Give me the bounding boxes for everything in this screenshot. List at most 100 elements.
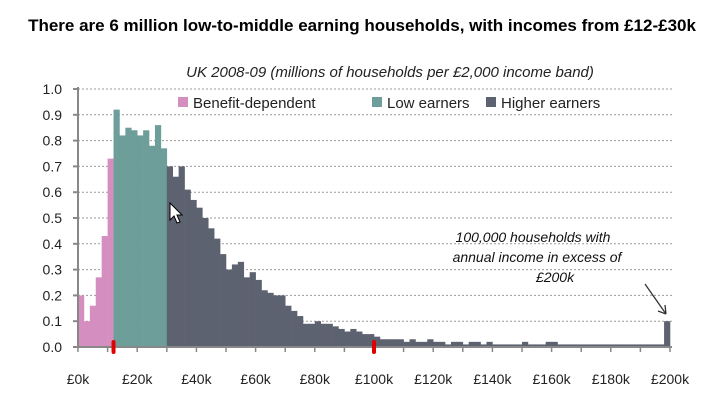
bar (385, 339, 393, 347)
y-tick-label: 0.0 (43, 339, 63, 355)
bar (492, 344, 499, 347)
x-tick-label: £60k (240, 371, 271, 387)
bar (332, 326, 339, 347)
legend-label: Higher earners (501, 95, 600, 112)
annotation-arrow (644, 283, 667, 315)
x-tick-label: £20k (122, 371, 153, 387)
y-tick-label: 0.5 (43, 210, 63, 226)
bar (539, 344, 546, 347)
bar (439, 341, 446, 347)
bar (78, 295, 85, 347)
bar (154, 125, 162, 348)
bar (527, 344, 535, 347)
legend-label: Low earners (387, 95, 470, 112)
bar (362, 334, 369, 347)
bar (628, 344, 635, 347)
y-tick-label: 0.2 (43, 287, 63, 303)
bar (610, 344, 618, 347)
annotation-text: annual income in excess of (453, 249, 624, 265)
bar (202, 218, 209, 347)
bar (249, 272, 256, 347)
bar (415, 341, 422, 347)
bar (83, 321, 91, 347)
y-tick-label: 0.6 (43, 184, 63, 200)
bar (421, 341, 428, 347)
bar (450, 341, 458, 347)
bar (178, 166, 185, 347)
mouse-cursor-icon (169, 201, 184, 224)
bar (119, 135, 126, 347)
bar (427, 339, 434, 347)
bar (462, 344, 470, 347)
bar (101, 236, 108, 347)
bar (137, 135, 144, 347)
arrowhead-icon (657, 304, 667, 315)
bar (474, 341, 481, 347)
bar (190, 199, 197, 347)
bar (95, 277, 102, 347)
page-title: There are 6 million low-to-middle earnin… (28, 16, 696, 35)
bar (646, 344, 653, 347)
bar (314, 321, 322, 347)
x-tick-label: £140k (473, 371, 512, 387)
bar (255, 279, 262, 347)
bar (391, 339, 398, 347)
bar (344, 331, 351, 347)
y-tick-label: 0.8 (43, 133, 63, 149)
bar (374, 336, 381, 347)
bar (149, 145, 156, 347)
bar (516, 344, 523, 347)
x-tick-label: £0k (67, 371, 91, 387)
bar (486, 341, 493, 347)
bar (581, 344, 588, 347)
bar (338, 328, 345, 347)
annotation-text: 100,000 households with (456, 229, 611, 245)
x-tick-label: £160k (533, 371, 572, 387)
x-tick-label: £120k (414, 371, 453, 387)
bar (237, 261, 245, 347)
bar (184, 189, 191, 347)
bar (640, 344, 647, 347)
bar (89, 305, 97, 347)
legend-swatch (486, 97, 496, 107)
bar (172, 176, 179, 347)
bar (326, 323, 333, 347)
bar (291, 310, 298, 347)
bar (445, 344, 452, 347)
bar (208, 228, 215, 347)
y-tick-label: 0.3 (43, 262, 63, 278)
bar (593, 344, 600, 347)
bar (379, 339, 387, 347)
bar (243, 277, 250, 347)
bar (196, 207, 203, 347)
bar (616, 344, 623, 347)
bar (403, 341, 410, 347)
bar (634, 344, 641, 347)
x-tick-label: £180k (592, 371, 631, 387)
bar (143, 130, 150, 347)
bar (622, 344, 629, 347)
bar (569, 344, 576, 347)
bar (456, 341, 464, 347)
bar (368, 334, 375, 347)
bar (480, 344, 487, 347)
bar (652, 344, 659, 347)
bar (658, 344, 665, 347)
y-tick-label: 0.1 (43, 313, 63, 329)
bar (166, 166, 174, 347)
bar (279, 295, 286, 347)
bar (231, 264, 239, 347)
bar (522, 341, 529, 347)
bar (557, 344, 564, 347)
y-tick-label: 0.7 (43, 158, 63, 174)
bar (297, 316, 304, 347)
bar (267, 292, 274, 347)
red-marker (111, 340, 116, 354)
bar (356, 331, 363, 347)
bar (533, 344, 541, 347)
legend-swatch (178, 97, 188, 107)
bar (563, 344, 570, 347)
bar (226, 269, 233, 347)
bar (504, 344, 511, 347)
